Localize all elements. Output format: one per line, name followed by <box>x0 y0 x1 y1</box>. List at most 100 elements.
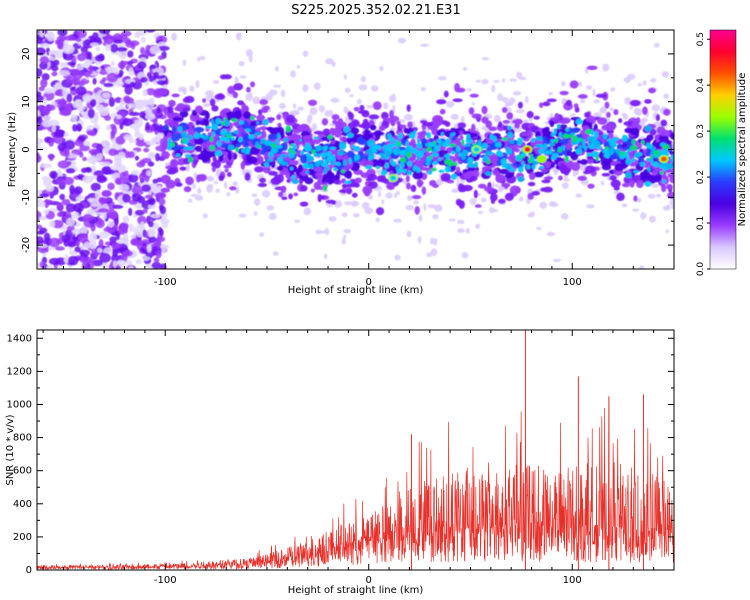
heatmap-cell <box>308 99 318 106</box>
heatmap-cell <box>109 236 118 243</box>
heatmap-cell <box>530 125 539 131</box>
heatmap-cell <box>37 115 43 124</box>
heatmap-cell <box>137 117 143 128</box>
heatmap-cell <box>599 151 604 160</box>
heatmap-cell <box>493 79 500 83</box>
heatmap-cell <box>346 132 354 138</box>
heatmap-cell <box>626 160 631 166</box>
heatmap-cell <box>37 262 41 268</box>
heatmap-cell <box>663 93 670 99</box>
heatmap-cell <box>219 136 226 142</box>
heatmap-cell <box>315 229 323 235</box>
heatmap-cell <box>105 66 114 74</box>
heatmap-cell <box>549 120 555 128</box>
heatmap-cell <box>146 170 152 177</box>
heatmap-cell <box>63 147 70 158</box>
heatmap-cell <box>492 181 496 189</box>
heatmap-cell <box>197 173 208 182</box>
heatmap-cell <box>587 183 595 189</box>
heatmap-cell <box>162 84 168 89</box>
heatmap-cell <box>147 161 155 167</box>
heatmap-cell <box>455 198 462 206</box>
heatmap-cell <box>205 90 214 97</box>
heatmap-cell <box>538 148 545 155</box>
heatmap-cell <box>246 86 251 93</box>
heatmap-cell <box>185 176 194 186</box>
heatmap-cell <box>613 185 620 191</box>
heatmap-cell <box>417 236 422 244</box>
heatmap-cell <box>383 102 389 110</box>
heatmap-cell <box>521 160 525 168</box>
heatmap-cell <box>593 131 599 138</box>
heatmap-cell <box>187 127 196 135</box>
heatmap-cell <box>477 210 484 215</box>
heatmap-cell <box>144 30 156 33</box>
colorbar-gradient <box>709 29 737 270</box>
heatmap-cell <box>542 143 546 149</box>
heatmap-cell <box>258 156 264 165</box>
heatmap-cell <box>444 154 449 158</box>
heatmap-cell <box>193 132 201 139</box>
heatmap-cell <box>593 99 601 104</box>
heatmap-cell <box>443 90 449 98</box>
heatmap-cell <box>93 36 102 43</box>
heatmap-cell <box>507 131 514 139</box>
heatmap-cell <box>449 132 454 139</box>
heatmap-cell <box>550 155 557 161</box>
heatmap-cell <box>139 221 145 230</box>
heatmap-cell <box>406 195 413 201</box>
heatmap-cell <box>636 197 642 203</box>
heatmap-cell <box>224 168 229 173</box>
heatmap-cell <box>489 134 494 140</box>
heatmap-cell <box>661 184 667 193</box>
heatmap-cell <box>226 192 231 197</box>
heatmap-cell <box>343 74 347 80</box>
heatmap-cell <box>276 114 282 121</box>
heatmap-cell <box>82 93 92 103</box>
heatmap-cell <box>290 70 296 78</box>
heatmap-cell <box>325 166 330 171</box>
heatmap-cell <box>291 150 297 155</box>
heatmap-cell <box>383 178 390 184</box>
heatmap-cell <box>369 124 377 131</box>
heatmap-cell <box>275 144 283 149</box>
heatmap-cell <box>426 131 432 139</box>
heatmap-cell <box>94 111 99 122</box>
heatmap-cell <box>621 142 627 149</box>
heatmap-cell <box>107 182 115 191</box>
heatmap-cell <box>82 156 88 162</box>
heatmap-cell <box>348 157 353 165</box>
heatmap-cell <box>188 156 194 163</box>
heatmap-cell <box>244 172 251 181</box>
heatmap-cell <box>395 147 401 154</box>
heatmap-cell <box>622 114 629 120</box>
heatmap-cell <box>202 98 207 103</box>
heatmap-cell <box>286 178 291 183</box>
heatmap-cell <box>75 240 80 247</box>
heatmap-cell <box>452 98 463 103</box>
heatmap-cell <box>57 142 67 152</box>
heatmap-cell <box>264 140 272 146</box>
heatmap-cell <box>378 191 382 198</box>
heatmap-cell <box>341 183 350 188</box>
heatmap-cell <box>85 51 91 60</box>
heatmap-cell <box>182 87 187 95</box>
heatmap-cell <box>386 143 395 149</box>
heatmap-cell <box>307 114 313 122</box>
heatmap-cell <box>533 171 544 178</box>
heatmap-cell <box>601 172 611 177</box>
heatmap-cell <box>89 239 97 250</box>
heatmap-cell <box>224 120 230 127</box>
heatmap-cell <box>195 80 200 88</box>
heatmap-cell <box>165 179 176 189</box>
heatmap-cell <box>57 178 65 186</box>
heatmap-cell <box>430 248 438 256</box>
heatmap-cell <box>262 118 269 126</box>
heatmap-cell <box>384 150 391 158</box>
heatmap-cell <box>283 191 287 198</box>
heatmap-cell <box>224 136 230 143</box>
heatmap-cell <box>633 170 640 174</box>
heatmap-cell <box>372 101 382 111</box>
heatmap-cell <box>187 134 193 140</box>
heatmap-cell <box>252 96 261 105</box>
